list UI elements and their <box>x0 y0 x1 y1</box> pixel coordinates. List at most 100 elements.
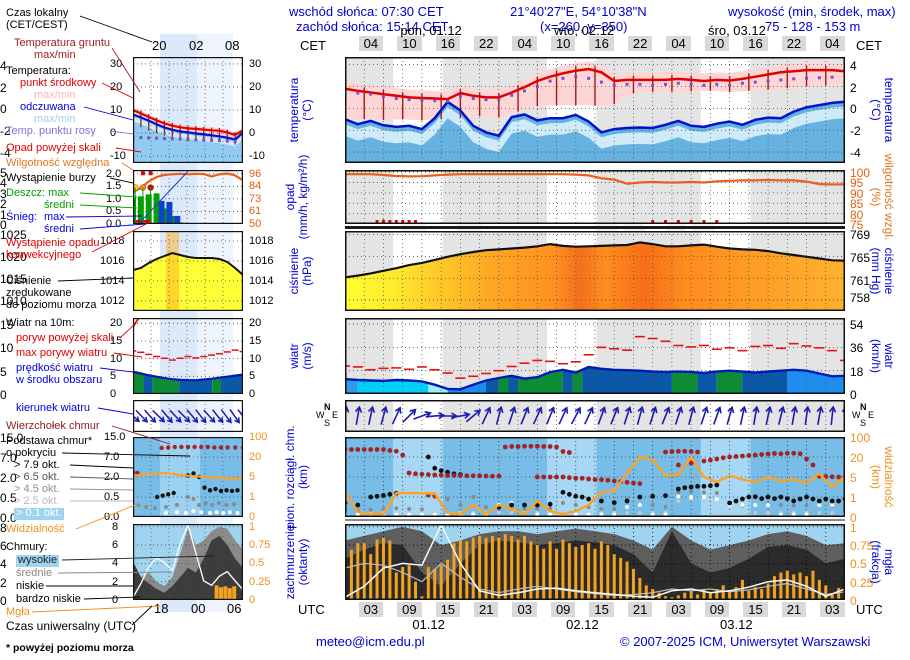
email-link[interactable]: meteo@icm.edu.pl <box>316 634 425 649</box>
axis-title: wilgotność wzgl. <box>882 153 896 241</box>
cet-tick-label: 10 <box>704 36 730 51</box>
sidebar-label-30: Podstawa chmur* <box>6 435 93 447</box>
utc-axis-label-right: UTC <box>856 602 883 617</box>
tick-label: 1010 <box>0 294 27 309</box>
tick-label: 758 <box>850 291 871 306</box>
axis-title: (°C) <box>869 99 883 121</box>
sidebar-label-43: Mgła <box>6 606 30 618</box>
cet-axis-label-right: CET <box>856 38 882 53</box>
mini-tick-label: 10 <box>249 352 262 365</box>
tick-label: -4 <box>850 146 861 161</box>
mini-tick-label: 0 <box>249 127 256 140</box>
sidebar-label-6: max/min <box>34 89 76 101</box>
sidebar-label-16: max <box>44 211 65 223</box>
mini-tick-label: 1.0 <box>106 192 122 205</box>
sidebar-label-41: niskie <box>16 580 45 592</box>
tick-label: 4 <box>0 557 7 572</box>
tick-label: 18 <box>850 364 864 379</box>
mini-tick-label: 1014 <box>100 275 125 287</box>
panel-zachmurzenie <box>345 524 845 600</box>
tick-label: 2 <box>0 80 7 95</box>
sidebar-label-28: kierunek wiatru <box>16 402 90 414</box>
cet-tick-label: 22 <box>627 36 653 51</box>
sidebar-label-18: Wystąpienie opadu <box>6 237 100 249</box>
tick-label: 1015 <box>0 272 27 287</box>
tick-label: 2 <box>850 80 857 95</box>
sidebar-label-23: Wiatr na 10m: <box>6 317 75 329</box>
tick-label: 765 <box>850 250 871 265</box>
axis-title: (km) <box>869 465 883 489</box>
mini-zachmurzenie <box>133 524 243 600</box>
tick-label: 1025 <box>0 228 27 243</box>
mini-tick-label: 20 <box>249 80 262 93</box>
axis-title: widzialność <box>882 446 896 508</box>
compass-e: E <box>332 410 339 420</box>
axis-title: (km) <box>296 465 310 489</box>
panel-chmury <box>345 437 845 517</box>
day-label-utc: 03.12 <box>720 617 753 632</box>
mini-tick-label: 8 <box>112 520 119 533</box>
sidebar-label-24: poryw powyżej skali <box>16 332 114 344</box>
cet-tick-label: 16 <box>435 36 461 51</box>
utc-tick-label: 21 <box>627 602 653 617</box>
tick-label: 2 <box>0 575 7 590</box>
tick-label: 0 <box>0 594 7 608</box>
mini-tick-label: 100 <box>249 431 268 443</box>
mini-tick-label: 0 <box>249 594 256 606</box>
compass-s: S <box>324 418 331 428</box>
mini-tick-label: 84 <box>249 180 262 193</box>
axis-title: zachmurzenie <box>283 524 297 600</box>
cet-tick-label: 16 <box>743 36 768 51</box>
tick-label: 1 <box>850 520 857 535</box>
sidebar-label-5: punkt środkowy <box>20 77 97 89</box>
mini-tick-label: 1 <box>249 491 256 503</box>
cet-tick-label: 10 <box>550 36 576 51</box>
tick-label: -4 <box>0 146 11 161</box>
cet-tick-label: 16 <box>589 36 614 51</box>
tick-label: 0.5 <box>0 491 17 505</box>
sidebar-label-14: średni <box>44 199 74 211</box>
mini-tick-label: 1018 <box>100 235 125 247</box>
mini-tick-label: 0.5 <box>106 205 122 218</box>
sidebar-label-44: Czas uniwersalny (UTC) <box>6 619 137 633</box>
utc-tick-label: 15 <box>743 602 768 617</box>
tick-label: 0 <box>850 388 857 402</box>
sidebar-label-19: konwekcyjnego <box>6 249 82 261</box>
cet-tick-label: 04 <box>358 36 384 51</box>
cet-tick-label: 04 <box>512 36 537 51</box>
tick-label: 15.0 <box>0 431 24 445</box>
axis-title: pion. rozciągł. chm. <box>283 425 297 529</box>
compass-n: N <box>860 402 867 412</box>
mini-tick-label: 0.5 <box>249 557 265 570</box>
axis-title: (m/s) <box>300 342 314 370</box>
sidebar-label-12: Wystąpienie burzy <box>6 172 96 184</box>
copyright: © 2007-2025 ICM, Uniwersytet Warszawski <box>620 634 871 649</box>
sidebar-label-11: Wilgotność względna <box>6 157 110 169</box>
utc-tick-label: 21 <box>781 602 807 617</box>
cet-tick-label: 04 <box>820 36 845 51</box>
tick-label: 0 <box>0 102 7 117</box>
mini-tick-label: 2.0 <box>104 471 120 483</box>
mini-tick-label: 15.0 <box>104 431 126 443</box>
sidebar-label-3: max/min <box>34 49 76 61</box>
tick-label: 36 <box>850 341 864 356</box>
tick-label: 761 <box>850 273 871 288</box>
sidebar-label-25: max porywy wiatru <box>16 347 108 359</box>
day-label-utc: 02.12 <box>566 617 599 632</box>
mini-tick-label: 5 <box>249 370 256 383</box>
compass-w: W <box>316 410 325 420</box>
mini-tick-label: 15 <box>249 334 262 347</box>
grid-xy-text: (x=260, y=350) <box>540 19 628 34</box>
mini-tick-label: 20 <box>249 451 262 463</box>
axis-title: temperatura <box>882 77 896 143</box>
mini-tick-label: 5 <box>249 471 256 483</box>
tick-label: 3 <box>0 186 7 201</box>
panel-separator <box>345 519 845 521</box>
mini-tick-label: 15 <box>110 334 123 347</box>
tick-label: 1020 <box>0 250 27 265</box>
axis-title: ciśnienie <box>287 247 301 295</box>
utc-tick-label: 09 <box>550 602 576 617</box>
mini-tick-label: 2 <box>112 575 119 588</box>
sidebar-label-15: Śnieg: <box>6 211 38 223</box>
tick-label: 5 <box>850 471 857 485</box>
